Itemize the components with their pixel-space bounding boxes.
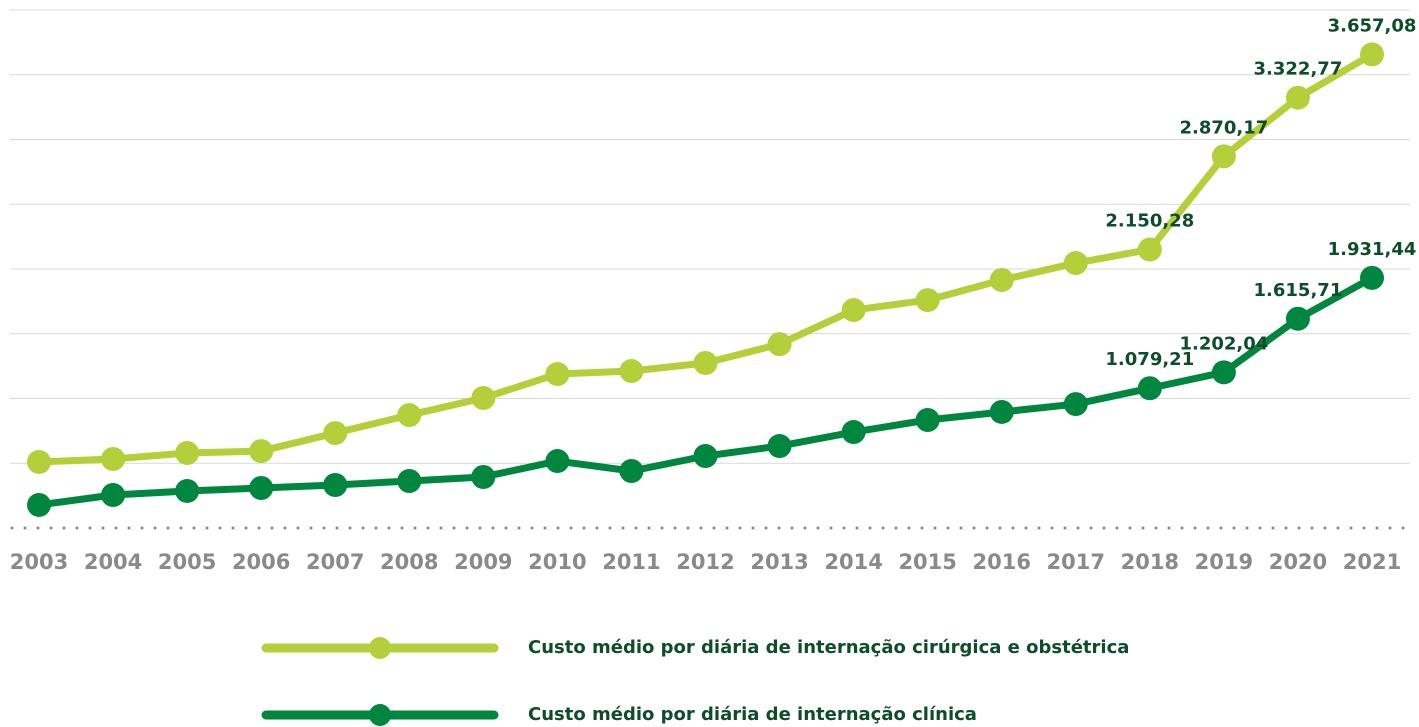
value-label: 2.870,17 [1179,117,1268,138]
value-label: 2.150,28 [1105,211,1194,232]
marker [471,464,496,489]
value-label: 1.931,44 [1328,239,1417,260]
marker [545,362,570,387]
marker [915,288,940,313]
legend-label: Custo médio por diária de internação clí… [528,704,977,725]
x-tick-label: 2005 [158,550,216,574]
x-tick-label: 2011 [602,550,660,574]
marker [1063,251,1088,276]
marker [27,449,51,474]
marker [619,359,644,384]
x-tick-label: 2018 [1121,550,1179,574]
x-tick-label: 2016 [972,550,1030,574]
x-tick-label: 2019 [1195,550,1253,574]
marker [101,482,126,507]
marker [175,441,200,466]
legend-marker [369,704,391,726]
marker [1211,360,1236,385]
value-label: 1.615,71 [1254,280,1343,301]
marker [693,443,718,468]
line [38,274,1374,509]
marker [101,446,126,471]
marker [915,407,940,432]
x-tick-label: 2004 [84,550,142,574]
x-tick-label: 2006 [232,550,290,574]
marker [767,332,792,357]
marker [1137,376,1162,401]
marker [175,478,200,503]
marker [545,449,570,474]
x-tick-label: 2020 [1269,550,1327,574]
marker [323,473,348,498]
marker [397,403,422,428]
marker [249,439,274,464]
marker [1063,392,1088,417]
marker [249,475,274,500]
legend-marker [369,637,391,659]
marker [397,468,422,493]
marker [1211,144,1236,169]
marker [1285,306,1310,331]
x-tick-label: 2003 [10,550,68,574]
x-tick-label: 2014 [824,550,882,574]
x-tick-label: 2015 [898,550,956,574]
line [38,51,1374,466]
x-tick-label: 2017 [1047,550,1105,574]
x-tick-label: 2013 [750,550,808,574]
x-tick-label: 2012 [676,550,734,574]
marker [1137,237,1162,262]
x-tick-label: 2021 [1343,550,1401,574]
marker [27,492,51,517]
marker [1360,42,1384,67]
marker [619,459,644,484]
value-label: 3.322,77 [1254,59,1343,80]
marker [323,421,348,446]
x-tick-label: 2007 [306,550,364,574]
value-label: 1.202,04 [1179,333,1268,354]
marker [989,399,1014,424]
marker [841,420,866,445]
marker [693,351,718,376]
x-tick-label: 2008 [380,550,438,574]
value-label: 1.079,21 [1105,349,1194,370]
x-tick-label: 2010 [528,550,586,574]
marker [471,385,496,410]
marker [841,298,866,323]
marker [989,268,1014,293]
x-tick-label: 2009 [454,550,512,574]
marker [1360,265,1384,290]
legend-label: Custo médio por diária de internação cir… [528,637,1129,658]
marker [1285,85,1310,110]
value-label: 3.657,08 [1328,15,1417,36]
marker [767,434,792,459]
